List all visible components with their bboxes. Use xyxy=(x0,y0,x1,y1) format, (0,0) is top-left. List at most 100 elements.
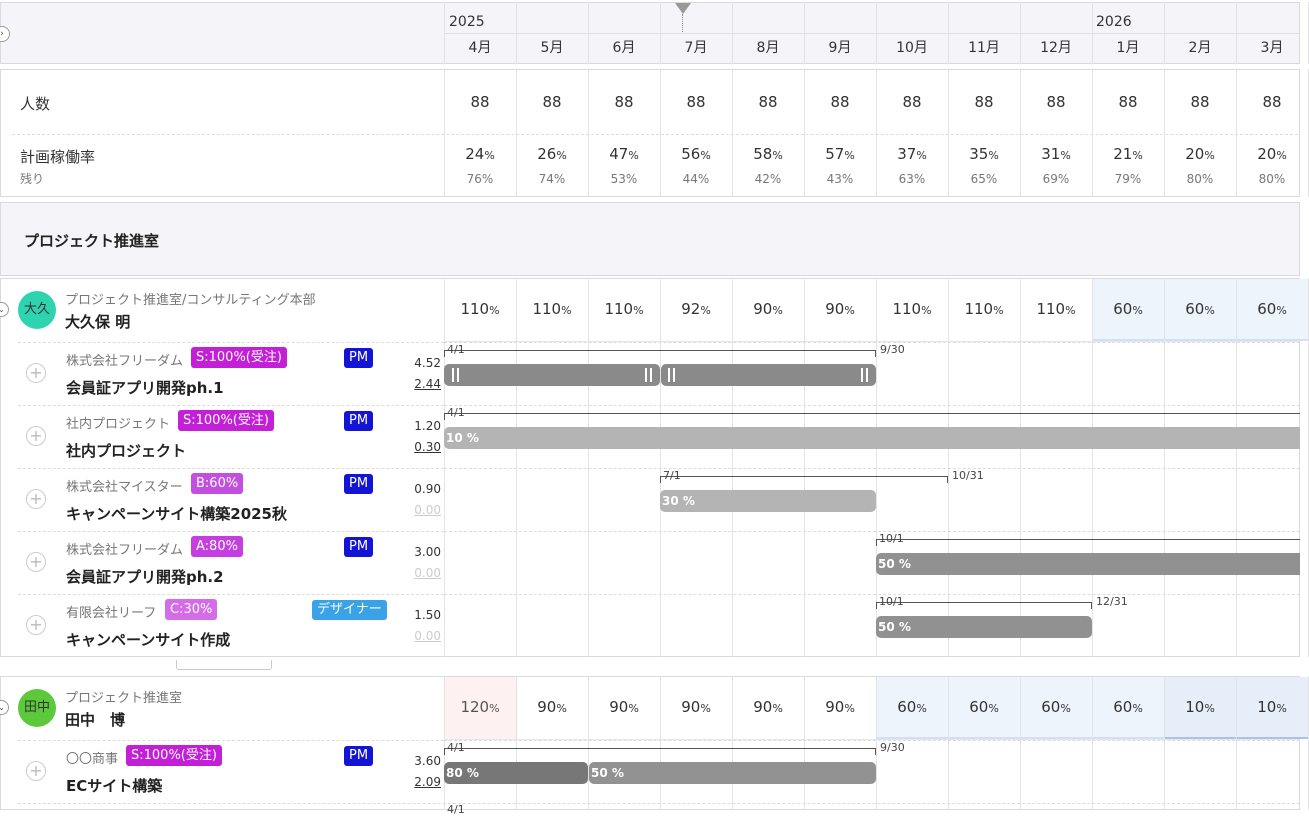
remaining-value: 69% xyxy=(1042,172,1070,186)
project-divider-grid xyxy=(444,740,1300,741)
util-value-pct-sign: % xyxy=(633,304,644,317)
project-name[interactable]: ECサイト構築 xyxy=(66,777,163,795)
project-name[interactable]: キャンペーンサイト構築2025秋 xyxy=(66,505,287,523)
project-role-badge: PM xyxy=(344,474,374,494)
util-value: 110% xyxy=(444,300,516,318)
util-value-pct-sign: % xyxy=(556,702,567,715)
project-status-badge[interactable]: S:100%(受注) xyxy=(178,410,274,431)
rate-value-value: 20 xyxy=(1257,145,1277,163)
project-name[interactable]: 社内プロジェクト xyxy=(66,442,187,460)
member-name[interactable]: 大久保 明 xyxy=(65,313,131,331)
util-cell-bg xyxy=(445,677,516,739)
assignment-bar[interactable]: 80 % xyxy=(444,762,588,784)
member-grid-line xyxy=(588,278,589,657)
avatar[interactable]: 大久 xyxy=(18,291,56,329)
add-assignment-icon[interactable]: + xyxy=(26,489,46,509)
project-divider xyxy=(18,531,444,532)
project-actual-value[interactable]: 2.44 xyxy=(414,377,441,391)
assignment-bar[interactable]: 50 % xyxy=(876,553,1300,575)
member-grid-line xyxy=(660,676,661,810)
util-value: 10% xyxy=(1236,698,1308,716)
assignment-bar[interactable] xyxy=(661,364,876,386)
project-divider xyxy=(18,740,444,741)
rate-value-pct-sign: % xyxy=(1060,149,1071,162)
project-client: 〇〇商事 xyxy=(66,752,119,767)
project-divider-grid xyxy=(444,405,1300,406)
month-label: 2月 xyxy=(1188,40,1212,56)
rate-value: 31% xyxy=(1020,145,1092,163)
util-value-value: 90 xyxy=(825,300,845,318)
add-assignment-icon[interactable]: + xyxy=(26,426,46,446)
project-actual-value[interactable]: 0.30 xyxy=(414,440,441,454)
project-actual-value[interactable]: 0.00 xyxy=(414,566,441,580)
util-value-pct-sign: % xyxy=(1204,702,1215,715)
util-value-pct-sign: % xyxy=(489,702,500,715)
project-actual-value[interactable]: 0.00 xyxy=(414,629,441,643)
project-status-badge[interactable]: C:30% xyxy=(165,599,218,620)
member-grid-line xyxy=(1020,278,1021,657)
rate-value-value: 35 xyxy=(969,145,989,163)
header-divider xyxy=(444,33,1300,34)
member-grid-line xyxy=(1236,676,1237,810)
project-actual-value[interactable]: 0.00 xyxy=(414,503,441,517)
project-name[interactable]: 会員証アプリ開発ph.2 xyxy=(66,568,224,586)
rate-value-pct-sign: % xyxy=(484,149,495,162)
util-value: 90% xyxy=(804,698,876,716)
util-value-value: 110 xyxy=(964,300,994,318)
util-value: 90% xyxy=(660,698,732,716)
util-value-pct-sign: % xyxy=(700,304,711,317)
project-status-badge[interactable]: B:60% xyxy=(191,473,244,494)
rate-value-pct-sign: % xyxy=(628,149,639,162)
util-value: 90% xyxy=(588,698,660,716)
project-status-badge[interactable]: S:100%(受注) xyxy=(191,347,287,368)
period-start-label: 4/1 xyxy=(447,741,465,754)
member-grid-line xyxy=(804,676,805,810)
expand-tab[interactable] xyxy=(176,660,272,670)
summary-grid-line xyxy=(444,69,445,197)
month-label: 4月 xyxy=(468,40,492,56)
member-grid-line xyxy=(660,278,661,657)
project-status-badge[interactable]: S:100%(受注) xyxy=(126,745,222,766)
add-assignment-icon[interactable]: + xyxy=(26,552,46,572)
util-cell-bg xyxy=(1237,279,1308,341)
project-name[interactable]: 会員証アプリ開発ph.1 xyxy=(66,379,224,397)
assignment-bar[interactable]: 50 % xyxy=(876,616,1092,638)
util-value-pct-sign: % xyxy=(844,304,855,317)
project-divider-grid xyxy=(444,342,1300,343)
resize-handle-icon[interactable] xyxy=(645,368,652,382)
util-value-value: 60 xyxy=(1113,300,1133,318)
add-assignment-icon[interactable]: + xyxy=(26,363,46,383)
project-divider xyxy=(18,594,444,595)
member-name[interactable]: 田中 博 xyxy=(65,711,126,729)
headcount-value: 88 xyxy=(542,93,562,111)
project-role-badge: PM xyxy=(344,746,374,766)
project-actual-value[interactable]: 2.09 xyxy=(414,775,441,789)
avatar[interactable]: 田中 xyxy=(18,689,56,727)
project-status-badge[interactable]: A:80% xyxy=(191,536,243,557)
summary-grid-line xyxy=(1236,69,1237,197)
add-assignment-icon[interactable]: + xyxy=(26,615,46,635)
period-bracket xyxy=(876,539,1300,546)
util-value-pct-sign: % xyxy=(628,702,639,715)
member-row-divider xyxy=(444,739,1300,740)
util-cell-bg xyxy=(1237,677,1308,739)
util-value: 120% xyxy=(444,698,516,716)
today-marker-icon[interactable] xyxy=(675,3,691,14)
headcount-value: 88 xyxy=(758,93,778,111)
assignment-bar[interactable]: 50 % xyxy=(589,762,876,784)
add-assignment-icon[interactable]: + xyxy=(26,761,46,781)
assignment-bar[interactable] xyxy=(444,364,660,386)
rate-value: 47% xyxy=(588,145,660,163)
remaining-value: 44% xyxy=(682,172,710,186)
resize-handle-icon[interactable] xyxy=(861,368,868,382)
resize-handle-icon[interactable] xyxy=(452,368,459,382)
resize-handle-icon[interactable] xyxy=(668,368,675,382)
assignment-bar[interactable]: 30 % xyxy=(660,490,876,512)
remaining-value: 43% xyxy=(826,172,854,186)
util-value: 110% xyxy=(1020,300,1092,318)
project-name[interactable]: キャンペーンサイト作成 xyxy=(66,631,231,649)
month-label: 6月 xyxy=(612,40,636,56)
period-end-label: 9/30 xyxy=(880,343,905,356)
assignment-bar[interactable]: 10 % xyxy=(444,427,1300,449)
remaining-value: 80% xyxy=(1186,172,1214,186)
